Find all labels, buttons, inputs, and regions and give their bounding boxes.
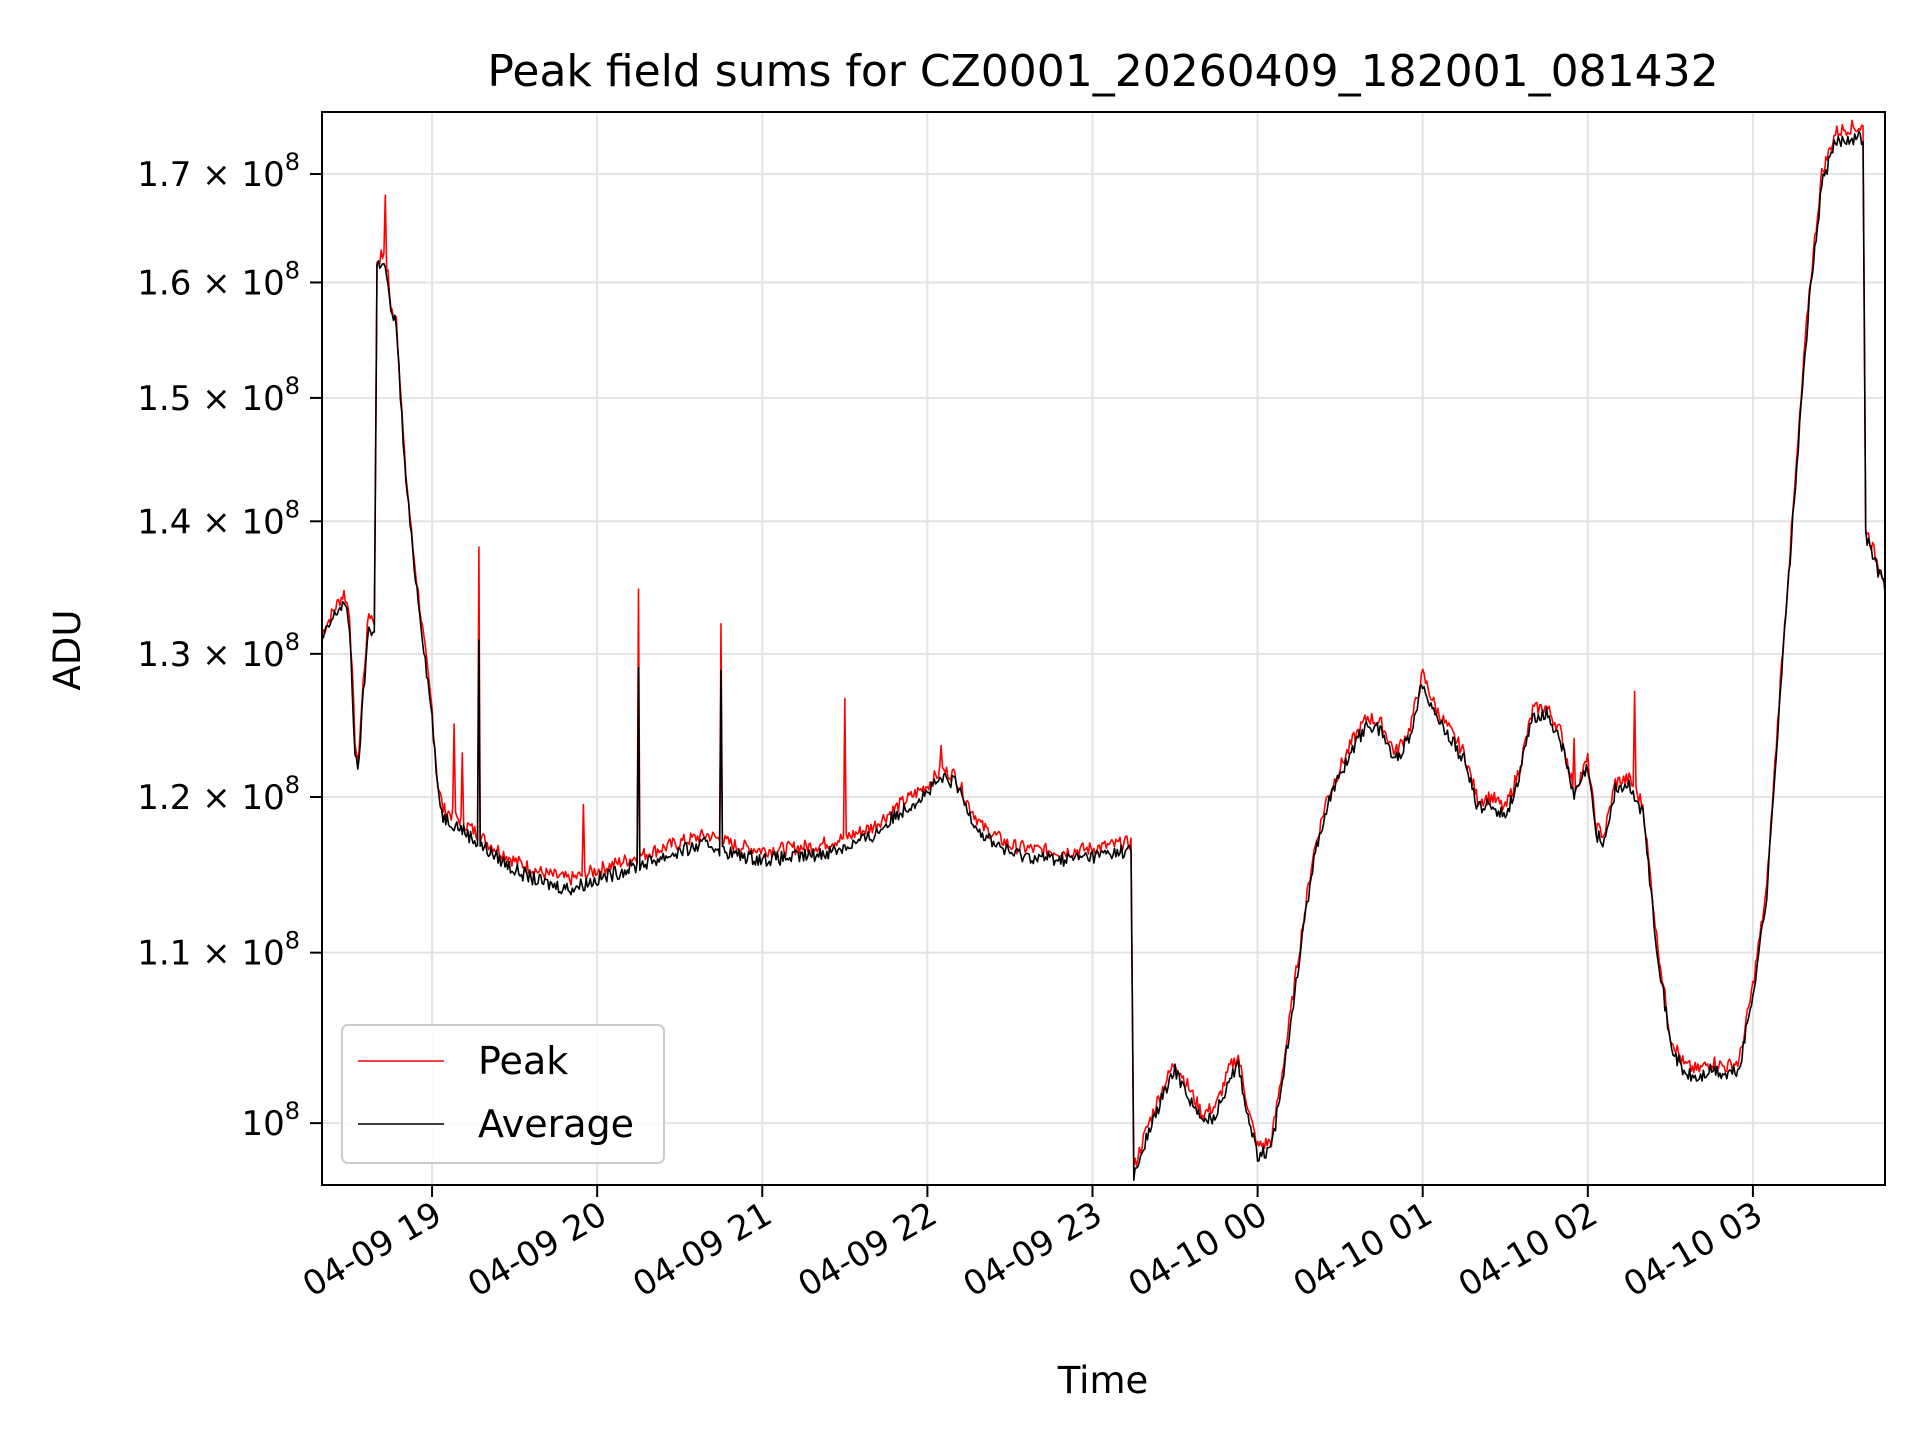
legend: Peak Average [341, 1024, 665, 1164]
x-axis-label: Time [1057, 1359, 1149, 1402]
chart-title: Peak field sums for CZ0001_20260409_1820… [487, 46, 1718, 97]
legend-label-average: Average [478, 1102, 634, 1146]
grid [322, 112, 1885, 1185]
legend-box [341, 1024, 665, 1164]
y-tick-label: 1.5 × 108 [137, 372, 300, 419]
y-tick-label: 108 [241, 1097, 300, 1144]
plot-area-frame [321, 111, 1886, 1186]
y-tick-label: 1.4 × 108 [137, 495, 300, 542]
series-line-peak [322, 119, 1885, 1167]
y-tick-label: 1.6 × 108 [137, 256, 300, 303]
y-tick-label: 1.7 × 108 [137, 148, 300, 195]
y-axis-label: ADU [46, 610, 89, 691]
series-line-average [322, 130, 1885, 1181]
y-tick-label: 1.1 × 108 [137, 927, 300, 974]
legend-label-peak: Peak [478, 1039, 568, 1083]
y-tick-label: 1.3 × 108 [137, 628, 300, 675]
y-tick-label: 1.2 × 108 [137, 771, 300, 818]
y-axis: 108 1.1 × 108 1.2 × 108 1.3 × 108 1.4 × 108 1… [137, 148, 322, 1144]
series-layer [322, 119, 1885, 1181]
